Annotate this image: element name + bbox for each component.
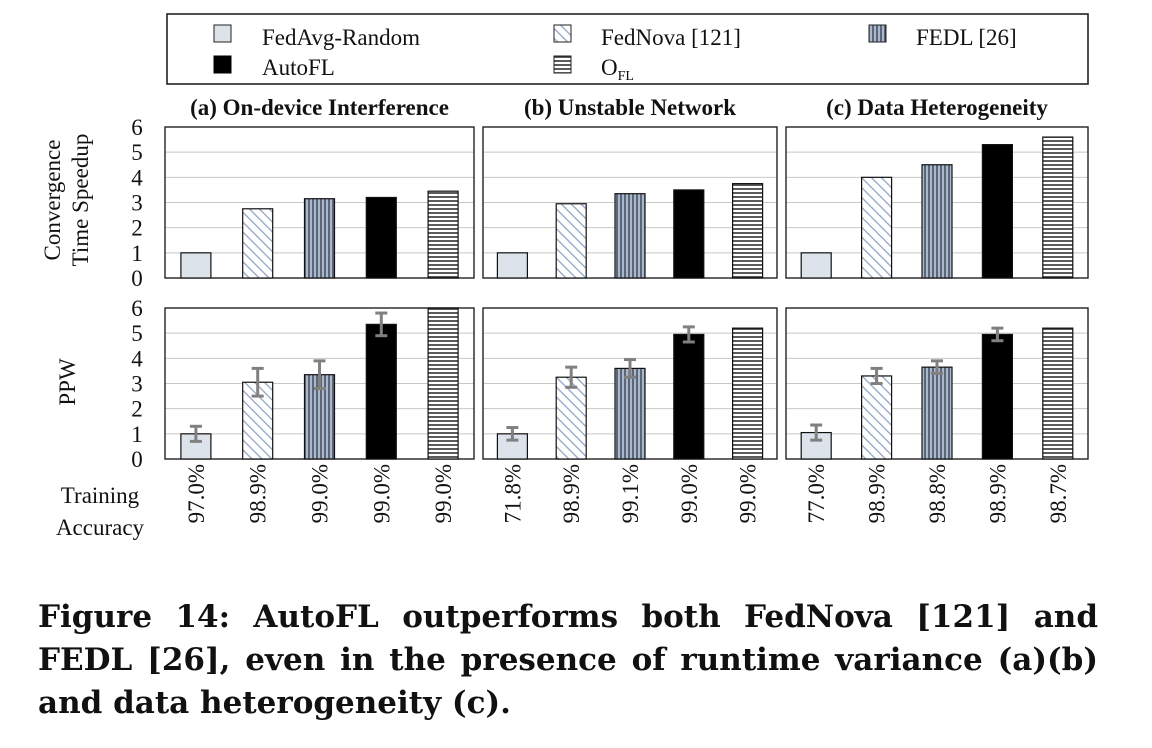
legend: FedAvg-Random FedNova [121] FEDL [26] Au… <box>166 13 1089 85</box>
top-row-ylabel-line2: Time Speedup <box>68 134 93 267</box>
panel-5-bar-fedl <box>614 367 646 460</box>
legend-label-fedavg: FedAvg-Random <box>262 25 420 50</box>
panel-2-bar-fednova <box>555 203 587 279</box>
panel-4-accuracy-fedavg: 97.0% <box>184 464 209 523</box>
panel-6-accuracy-fedl: 98.8% <box>925 464 950 523</box>
panel-1-bar-fednova <box>242 208 274 279</box>
legend-label-fednova: FedNova [121] <box>601 25 741 50</box>
panel-4-bar-autofl <box>365 323 397 460</box>
panel-1-ytick-label: 1 <box>131 241 143 266</box>
panel-4-accuracy-autofl: 99.0% <box>369 464 394 523</box>
panel-3-bar-fedl <box>921 164 953 279</box>
panel-6-bar-fedl <box>921 366 953 460</box>
panel-1-ytick-label: 3 <box>131 191 143 216</box>
panel-2-bar-fedl <box>614 193 646 279</box>
panel-6-accuracy-ofl: 98.7% <box>1046 464 1071 523</box>
panel-5-bar-autofl <box>673 333 705 460</box>
legend-label-ofl-sub: FL <box>618 69 634 84</box>
legend-swatch-autofl <box>213 55 232 74</box>
panel-4-ytick-label: 6 <box>131 296 143 321</box>
panel-1-ytick-label: 0 <box>131 266 143 291</box>
panel-3-bar-autofl <box>981 144 1014 279</box>
panel-1-bar-fedavg <box>180 252 212 279</box>
panel-4-ytick-label: 0 <box>131 447 143 472</box>
panel-4-ytick-label: 4 <box>131 346 143 371</box>
panel-1-ytick-label: 2 <box>131 216 143 241</box>
legend-label-fedl: FEDL [26] <box>916 25 1017 50</box>
legend-swatch-fedl <box>868 24 887 43</box>
panel-6-bar-ofl <box>1042 327 1074 460</box>
panel-3-bar-fednova <box>860 176 893 279</box>
panel-2-bar-fedavg <box>496 252 528 279</box>
panel-3-title: (c) Data Heterogeneity <box>826 95 1048 120</box>
legend-label-ofl: OFL <box>601 55 634 84</box>
panel-5-accuracy-fednova: 98.9% <box>559 464 584 523</box>
panel-1-bar-autofl <box>365 196 397 279</box>
legend-label-autofl: AutoFL <box>262 55 335 80</box>
panel-6-accuracy-autofl: 98.9% <box>985 464 1010 523</box>
panel-1-ytick-label: 6 <box>131 115 143 140</box>
panel-4-accuracy-fedl: 99.0% <box>308 464 333 523</box>
panel-5-accuracy-ofl: 99.0% <box>736 464 761 523</box>
figure-14-chart: FedAvg-Random FedNova [121] FEDL [26] Au… <box>40 13 1089 540</box>
bottom-row-ylabel: PPW <box>55 358 80 406</box>
panel-6-accuracy-fednova: 98.9% <box>865 464 890 523</box>
panel-6-accuracy-fedavg: 77.0% <box>804 464 829 523</box>
panel-2-title: (b) Unstable Network <box>524 95 736 120</box>
panel-4-ytick-label: 2 <box>131 397 143 422</box>
panel-1-bar-fedl <box>303 198 336 279</box>
panel-2-bar-ofl <box>731 183 764 279</box>
legend-swatch-ofl <box>553 55 572 74</box>
panel-5-bar-fednova <box>555 376 587 460</box>
panel-5-accuracy-fedavg: 71.8% <box>500 464 525 523</box>
top-row-ylabel-line1: Convergence <box>40 140 65 261</box>
panel-3-bar-ofl <box>1042 136 1074 279</box>
panel-1-bar-ofl <box>427 190 459 279</box>
panel-4-ytick-label: 3 <box>131 372 143 397</box>
panel-2-bar-autofl <box>673 189 705 279</box>
figure-caption: Figure 14: AutoFL outperforms both FedNo… <box>38 599 1098 721</box>
panel-5-accuracy-fedl: 99.1% <box>618 464 643 523</box>
panel-4-ytick-label: 5 <box>131 321 143 346</box>
panel-6-bar-fednova <box>860 375 893 460</box>
legend-swatch-fednova <box>553 24 572 43</box>
panel-3-bar-fedavg <box>800 252 832 279</box>
accuracy-label-line2: Accuracy <box>56 515 145 540</box>
panel-4-accuracy-fednova: 98.9% <box>246 464 271 523</box>
legend-frame <box>166 13 1089 85</box>
panel-5-accuracy-autofl: 99.0% <box>677 464 702 523</box>
panel-1-title: (a) On-device Interference <box>190 95 449 120</box>
panel-4-ytick-label: 1 <box>131 422 143 447</box>
panel-6-bar-autofl <box>981 333 1014 460</box>
panel-1-ytick-label: 5 <box>131 140 143 165</box>
legend-label-ofl-main: O <box>601 55 618 80</box>
panel-5-bar-ofl <box>731 327 764 460</box>
panel-4-bar-ofl <box>427 307 459 460</box>
accuracy-label-line1: Training <box>61 483 140 508</box>
panel-1-ytick-label: 4 <box>131 165 143 190</box>
panel-4-accuracy-ofl: 99.0% <box>431 464 456 523</box>
legend-swatch-fedavg <box>213 24 232 43</box>
